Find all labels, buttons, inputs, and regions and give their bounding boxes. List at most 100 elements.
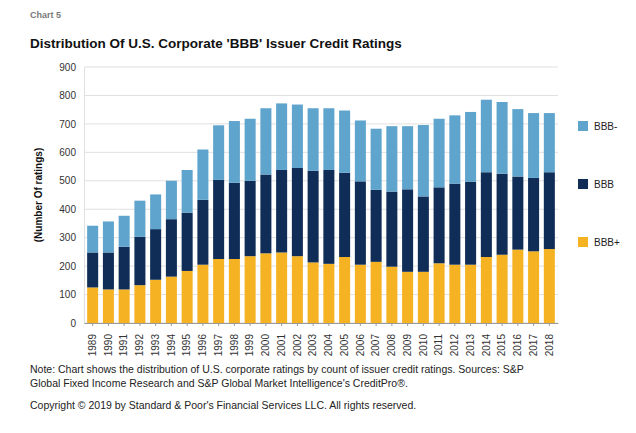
bar <box>418 272 429 323</box>
x-tick-label: 2012 <box>449 334 460 357</box>
x-tick-mark <box>202 323 203 326</box>
x-tick: 1996 <box>197 323 208 356</box>
x-tick-label: 1989 <box>87 334 98 357</box>
legend-item: BBB+ <box>578 237 620 248</box>
bar <box>229 259 240 323</box>
bar <box>182 213 193 271</box>
bar <box>276 103 287 170</box>
bar <box>386 126 397 191</box>
bar <box>150 194 161 229</box>
y-tick-label: 100 <box>59 289 76 300</box>
y-tick: 600 <box>59 147 84 158</box>
bar <box>229 183 240 259</box>
bar <box>371 262 382 323</box>
x-tick-label: 2018 <box>544 334 555 357</box>
bar <box>292 105 303 168</box>
x-tick-label: 2017 <box>528 334 539 357</box>
x-tick: 2015 <box>496 323 507 356</box>
bar <box>134 285 145 323</box>
bar <box>308 171 319 263</box>
bar <box>371 129 382 190</box>
bar <box>497 255 508 323</box>
bar <box>465 265 476 323</box>
x-tick: 2013 <box>465 323 476 356</box>
x-tick-mark <box>344 323 345 326</box>
bar <box>434 187 445 263</box>
bar <box>339 257 350 323</box>
y-tick-label: 0 <box>70 318 76 329</box>
x-tick: 1990 <box>103 323 114 356</box>
x-tick: 2002 <box>292 323 303 356</box>
bar <box>245 181 256 256</box>
bar <box>497 174 508 255</box>
legend-label: BBB <box>594 179 614 190</box>
bar <box>213 125 224 180</box>
bar <box>292 256 303 323</box>
bar <box>465 182 476 265</box>
bar <box>134 237 145 285</box>
x-tick-mark <box>250 323 251 326</box>
bar <box>323 264 334 323</box>
x-tick-label: 2004 <box>323 334 334 357</box>
x-tick: 1989 <box>87 323 98 356</box>
y-tick-label: 500 <box>59 175 76 186</box>
x-tick-label: 2007 <box>370 334 381 357</box>
bar <box>119 216 130 247</box>
x-tick-mark <box>517 323 518 326</box>
bar <box>449 115 460 183</box>
series <box>87 168 555 289</box>
grid-line <box>84 67 558 68</box>
x-tick-label: 2015 <box>496 334 507 357</box>
x-tick-label: 2014 <box>481 334 492 357</box>
bar <box>323 170 334 264</box>
x-tick: 2008 <box>386 323 397 356</box>
bar <box>166 219 177 276</box>
bar <box>308 262 319 323</box>
y-tick: 800 <box>59 90 84 101</box>
bar <box>260 253 271 323</box>
bar <box>418 125 429 196</box>
bar <box>166 277 177 323</box>
y-tick-label: 400 <box>59 204 76 215</box>
bar <box>386 192 397 267</box>
x-tick-mark <box>376 323 377 326</box>
x-tick-label: 2002 <box>292 334 303 357</box>
x-tick-mark <box>281 323 282 326</box>
legend-swatch <box>578 121 588 131</box>
legend: BBB- BBB BBB+ <box>578 121 620 248</box>
bar <box>481 172 492 257</box>
bar <box>87 226 98 253</box>
y-tick-label: 900 <box>59 62 76 73</box>
x-tick-label: 1995 <box>181 334 192 357</box>
x-tick: 1998 <box>229 323 240 356</box>
y-tick: 200 <box>59 261 84 272</box>
x-tick-mark <box>313 323 314 326</box>
x-tick-label: 1990 <box>103 334 114 357</box>
y-tick: 100 <box>59 289 84 300</box>
y-axis-title: (Number Of ratings) <box>33 148 44 242</box>
legend-label: BBB- <box>594 121 617 132</box>
bar <box>512 250 523 323</box>
x-tick-label: 1991 <box>118 334 129 357</box>
x-tick: 2005 <box>339 323 350 356</box>
bar <box>418 196 429 271</box>
bar <box>544 113 555 172</box>
y-tick: 900 <box>59 62 84 73</box>
note: Global Fixed Income Research and S&P Glo… <box>30 377 408 389</box>
y-tick-label: 800 <box>59 90 76 101</box>
x-tick-label: 1993 <box>150 334 161 357</box>
y-tick: 400 <box>59 204 84 215</box>
bar <box>245 119 256 181</box>
x-tick: 2016 <box>512 323 523 356</box>
x-tick-mark <box>155 323 156 326</box>
x-tick-mark <box>533 323 534 326</box>
x-tick-mark <box>218 323 219 326</box>
x-tick-label: 2016 <box>512 334 523 357</box>
bar <box>386 267 397 323</box>
x-tick-mark <box>171 323 172 326</box>
y-tick: 300 <box>59 232 84 243</box>
legend-label: BBB+ <box>594 237 620 248</box>
y-axis: 0100200300400500600700800900 <box>59 62 84 329</box>
bar <box>229 121 240 183</box>
bar <box>150 280 161 323</box>
